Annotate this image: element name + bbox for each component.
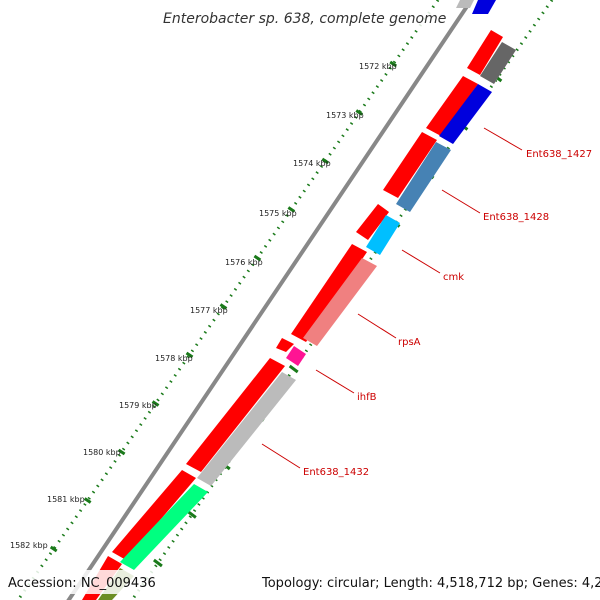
outer-dotted-ring: [16, 0, 440, 600]
leader-ent638-1432: [261, 443, 301, 469]
major-tick: [151, 400, 160, 407]
tick-label-1576: 1576 kbp: [225, 258, 263, 267]
tick-label-1574: 1574 kbp: [293, 159, 331, 168]
page-title: Enterobacter sp. 638, complete genome: [163, 11, 446, 27]
tick-label-1580: 1580 kbp: [83, 448, 121, 457]
cds-forward-2: [426, 76, 478, 136]
gene-block-cmk: [366, 215, 400, 255]
tick-label-1578: 1578 kbp: [155, 354, 193, 363]
tick-label-1575: 1575 kbp: [259, 209, 297, 218]
gene-label-ent638-1432: Ent638_1432: [303, 467, 369, 478]
cds-forward-8: [112, 470, 196, 560]
leader-cmk: [401, 249, 441, 274]
gene-block-ent638-1432: [197, 372, 296, 486]
major-tick: [49, 545, 58, 553]
gene-partial-top-blue: [472, 0, 496, 14]
leader-ihfB: [315, 369, 355, 394]
leader-rpsA: [357, 313, 397, 339]
gene-partial-top-grey: [456, 0, 474, 8]
gene-label-rpsA: rpsA: [398, 337, 421, 348]
cds-forward-1: [467, 30, 503, 75]
major-tick: [117, 448, 126, 456]
cds-forward-7: [186, 358, 285, 472]
tick-label-1579: 1579 kbp: [119, 401, 157, 410]
topology-text: Topology: circular; Length: 4,518,712 bp…: [261, 576, 600, 591]
leader-ent638-1427: [483, 127, 523, 151]
major-ticks: [49, 60, 398, 553]
gene-block-grey: [480, 42, 516, 84]
cds-forward-5: [291, 244, 367, 342]
gene-label-ent638-1427: Ent638_1427: [526, 149, 592, 160]
gene-block-ent638-1428: [396, 142, 451, 212]
genome-backbone: [66, 0, 474, 600]
major-tick: [321, 157, 330, 165]
label-leaders: [261, 127, 523, 469]
gene-label-ent638-1428: Ent638_1428: [483, 212, 549, 223]
major-tick: [253, 254, 262, 262]
leader-ent638-1428: [441, 189, 481, 214]
cds-forward-3: [383, 132, 437, 198]
major-tick: [219, 303, 228, 310]
major-tick: [355, 109, 364, 116]
gene-tracks: [82, 0, 516, 600]
inner-tick: [152, 558, 163, 568]
tick-label-1572: 1572 kbp: [359, 62, 397, 71]
tick-label-1581: 1581 kbp: [47, 495, 85, 504]
major-tick: [287, 206, 296, 213]
gene-label-ihfB: ihfB: [357, 392, 377, 403]
title-background: [158, 8, 446, 28]
footer-background: [0, 570, 600, 594]
tick-label-1577: 1577 kbp: [190, 306, 228, 315]
inner-tick: [186, 510, 197, 519]
gene-label-cmk: cmk: [443, 272, 464, 283]
gene-block-green: [120, 484, 208, 570]
inner-tick: [288, 364, 299, 374]
tick-label-1582: 1582 kbp: [10, 541, 48, 550]
accession-text: Accession: NC_009436: [8, 576, 156, 591]
cds-forward-6: [276, 338, 294, 352]
major-tick: [185, 351, 194, 359]
gene-block-ihfB: [286, 346, 306, 366]
major-tick: [389, 60, 398, 68]
tick-label-1573: 1573 kbp: [326, 111, 364, 120]
gene-block-rpsA: [303, 258, 377, 346]
gene-block-ent638-1427: [439, 84, 492, 144]
cds-forward-4: [356, 204, 389, 240]
major-tick: [83, 497, 92, 504]
